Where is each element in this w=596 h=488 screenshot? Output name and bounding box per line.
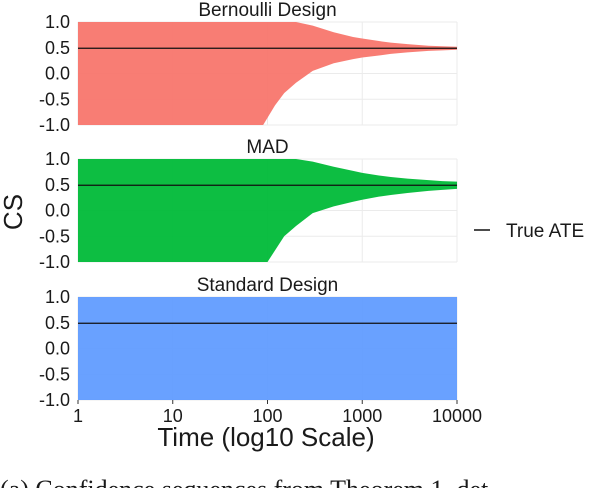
panel-title: MAD xyxy=(246,137,288,158)
y-tick-label: 0.0 xyxy=(45,64,70,84)
x-axis: 1 10 100 1000 10000 xyxy=(73,400,482,426)
x-tick-label: 10000 xyxy=(432,406,482,426)
y-tick-label: -1.0 xyxy=(39,390,70,410)
panel-title: Bernoulli Design xyxy=(198,0,336,21)
panel-title: Standard Design xyxy=(197,275,339,296)
y-axis-title: CS xyxy=(0,194,28,230)
legend: True ATE xyxy=(474,221,584,242)
x-tick-label: 1000 xyxy=(342,406,382,426)
y-tick-label: 1.0 xyxy=(45,149,70,169)
y-tick-label: -0.5 xyxy=(39,364,70,384)
y-tick-label: 0.5 xyxy=(45,313,70,333)
y-tick-label: 0.5 xyxy=(45,175,70,195)
y-tick-label: 0.5 xyxy=(45,38,70,58)
y-tick-label: -0.5 xyxy=(39,89,70,109)
figure-caption: (a) Confidence sequences from Theorem 1,… xyxy=(0,475,489,488)
x-axis-title: Time (log10 Scale) xyxy=(157,422,374,452)
y-tick-label: 0.0 xyxy=(45,201,70,221)
panel-0: Bernoulli Design 1.0 0.5 0.0 -0.5 -1.0 xyxy=(39,0,458,135)
panel-2: Standard Design 1.0 0.5 0.0 -0.5 -1.0 xyxy=(39,275,458,410)
y-tick-label: 0.0 xyxy=(45,339,70,359)
y-tick-label: -0.5 xyxy=(39,226,70,246)
y-tick-label: -1.0 xyxy=(39,115,70,135)
confidence-band xyxy=(78,297,457,400)
legend-label-true-ate: True ATE xyxy=(506,221,584,242)
x-tick-label: 1 xyxy=(73,406,83,426)
y-tick-label: 1.0 xyxy=(45,12,70,32)
x-tick-label: 10 xyxy=(163,406,183,426)
panel-1: MAD 1.0 0.5 0.0 -0.5 -1.0 xyxy=(39,137,458,272)
panels: Bernoulli Design 1.0 0.5 0.0 -0.5 -1.0 MAD 1.0 0… xyxy=(39,0,458,410)
y-tick-label: 1.0 xyxy=(45,287,70,307)
y-tick-label: -1.0 xyxy=(39,252,70,272)
x-tick-label: 100 xyxy=(252,406,282,426)
